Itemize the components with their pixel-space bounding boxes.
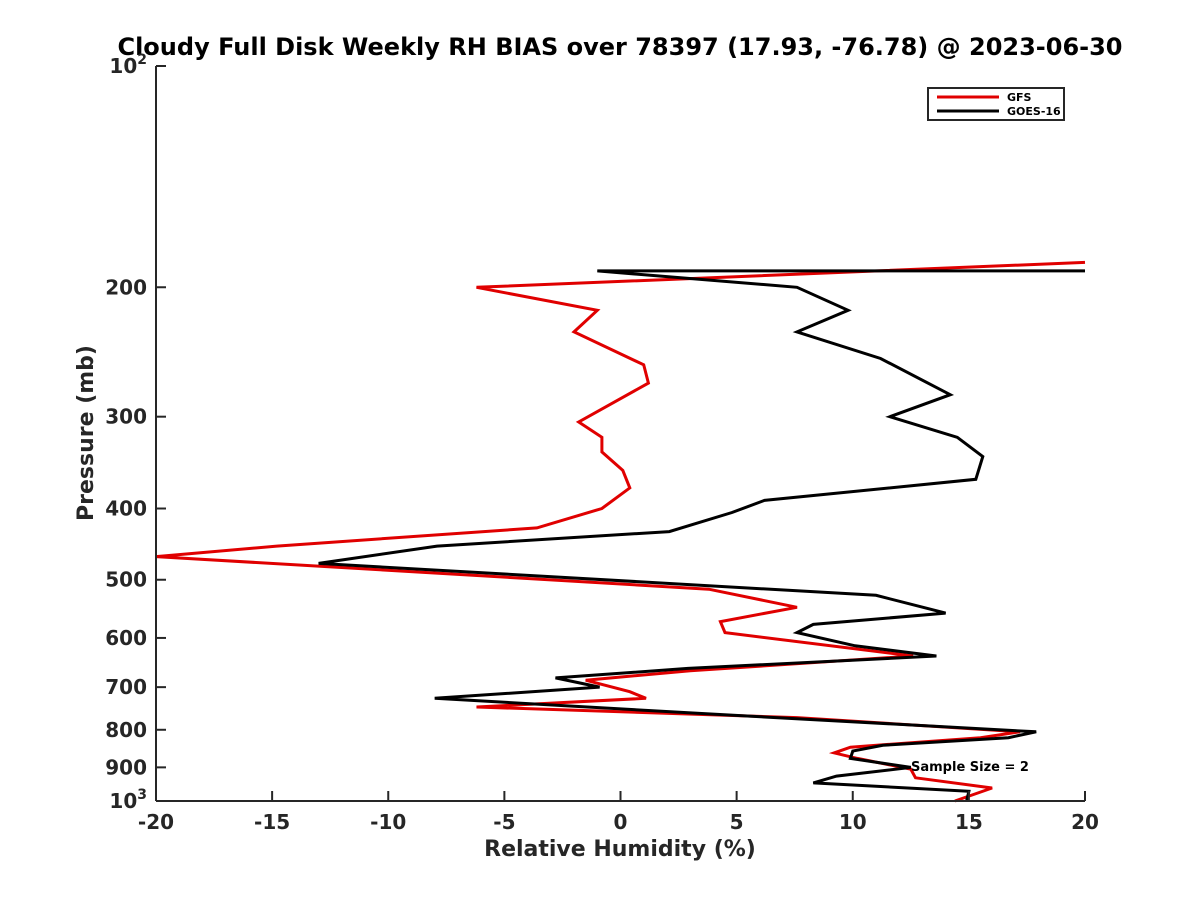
series-line-0 [155, 260, 1086, 803]
chart-title: Cloudy Full Disk Weekly RH BIAS over 783… [117, 33, 1122, 61]
plot-lines [155, 260, 1086, 803]
y-axis-label: Pressure (mb) [74, 345, 99, 521]
y-tick-label: 600 [105, 626, 147, 650]
y-tick-label: 800 [105, 718, 147, 742]
x-tick-label: -10 [370, 810, 406, 834]
x-tick-label: 0 [614, 810, 628, 834]
y-tick-label: 400 [105, 497, 147, 521]
x-tick-label: 10 [839, 810, 867, 834]
x-tick-label: -5 [493, 810, 515, 834]
y-tick-label: 700 [105, 675, 147, 699]
legend-label-0: GFS [1007, 91, 1032, 104]
y-tick-label: 103 [109, 787, 147, 813]
y-tick-label: 102 [109, 52, 147, 78]
y-tick-label: 900 [105, 755, 147, 779]
sample-size-annotation: Sample Size = 2 [911, 760, 1029, 775]
y-tick-label: 300 [105, 405, 147, 429]
x-axis-label: Relative Humidity (%) [484, 837, 756, 862]
x-ticks: -20 -15 -10 -5 0 5 10 15 20 [138, 791, 1099, 834]
x-tick-label: 15 [955, 810, 983, 834]
legend-box [927, 87, 1065, 121]
y-tick-label: 200 [105, 275, 147, 299]
series-line-1 [318, 269, 1085, 802]
y-tick-label: 500 [105, 568, 147, 592]
legend-label-1: GOES-16 [1007, 105, 1061, 118]
x-tick-label: 20 [1071, 810, 1099, 834]
x-tick-label: -20 [138, 810, 174, 834]
y-ticks: 102 200 300 400 500 600 700 800 900 103 [105, 52, 166, 813]
x-tick-label: -15 [254, 810, 290, 834]
x-tick-label: 5 [730, 810, 744, 834]
